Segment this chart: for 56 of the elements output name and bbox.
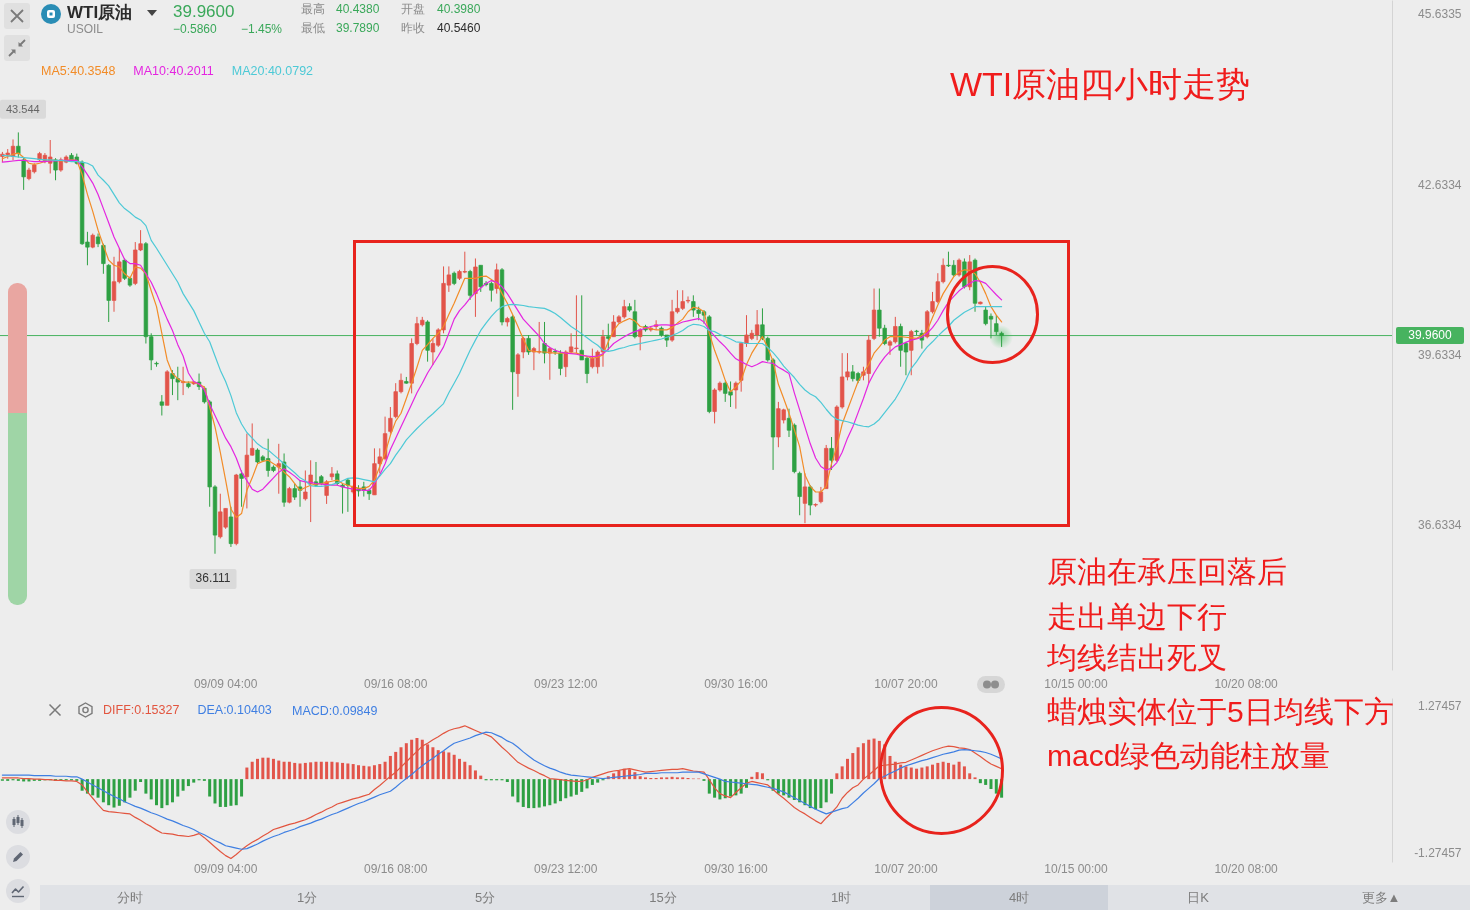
text: WTI原油四小时走势 (950, 65, 1251, 105)
annotation: 原油在承压回落后 (1047, 554, 1287, 590)
annotation: 43.544 (0, 100, 46, 119)
annotation: 昨收 (401, 21, 425, 36)
annotation: 蜡烛实体位于5日均线下方 (1047, 694, 1394, 730)
ref-line-label: 39.9600 (1396, 327, 1464, 345)
annotation: USOIL (67, 22, 104, 37)
y-tick-label: 39.6334 (1418, 347, 1462, 362)
annotation: MACD:0.09849 (292, 703, 378, 719)
annotation: −1.45% (241, 22, 283, 37)
annotation: −0.5860 (173, 22, 217, 37)
x-tick-label: 10/20 08:00 (1214, 676, 1279, 691)
text: MA20:40.0792 (231, 64, 314, 79)
annotation: 均线结出死叉 (1047, 640, 1227, 676)
x-tick-label: 10/15 00:00 (1044, 676, 1109, 691)
x-tick-label: 10/15 00:00 (1044, 861, 1109, 876)
x-tick-label: 10/20 08:00 (1214, 861, 1279, 876)
annotation: 39.9600 (173, 2, 235, 22)
text: MA5:40.3548 (41, 64, 116, 79)
x-tick-label: 09/09 04:00 (193, 676, 258, 691)
x-tick-label: 09/30 16:00 (704, 861, 768, 876)
annotation: 走出单边下行 (1047, 599, 1227, 635)
text: 5分 (474, 889, 496, 906)
text: DIFF:0.15327 (103, 703, 180, 718)
x-tick-label: 09/09 04:00 (193, 861, 258, 876)
text: 分时 (117, 889, 143, 906)
annotation: 40.4380 (336, 2, 380, 17)
annotation: 40.3980 (437, 2, 481, 17)
text: 更多▲ (1361, 889, 1401, 906)
annotation: macd绿色动能柱放量 (1047, 738, 1331, 774)
y-tick-label: -1.27457 (1414, 846, 1462, 861)
text: MA10:40.2011 (133, 64, 214, 79)
text: 1分 (296, 889, 318, 906)
annotation: 36.111 (189, 568, 237, 589)
annotation: 最高 (301, 2, 325, 17)
x-tick-label: 09/30 16:00 (704, 676, 768, 691)
text: 日K (1187, 889, 1209, 906)
x-tick-label: 09/23 12:00 (534, 676, 598, 691)
x-tick-label: 10/07 20:00 (874, 861, 938, 876)
annotation: 最低 (301, 21, 325, 36)
x-tick-label: 09/16 08:00 (364, 676, 428, 691)
x-tick-label: 10/07 20:00 (874, 676, 938, 691)
y-tick-label: 36.6334 (1418, 517, 1462, 532)
text: 4时 (1008, 889, 1030, 906)
annotation: 40.5460 (437, 21, 481, 36)
text: 1时 (830, 889, 852, 906)
annotation: 39.7890 (336, 21, 380, 36)
x-tick-label: 09/16 08:00 (364, 861, 428, 876)
annotation: WTI原油 (67, 3, 133, 23)
text: DEA:0.10403 (197, 703, 272, 718)
y-tick-label: 1.27457 (1418, 698, 1462, 713)
annotation: 开盘 (401, 2, 425, 17)
x-tick-label: 09/23 12:00 (534, 861, 598, 876)
text: 15分 (649, 889, 677, 906)
y-tick-label: 42.6334 (1418, 177, 1462, 192)
y-tick-label: 45.6335 (1418, 7, 1462, 22)
